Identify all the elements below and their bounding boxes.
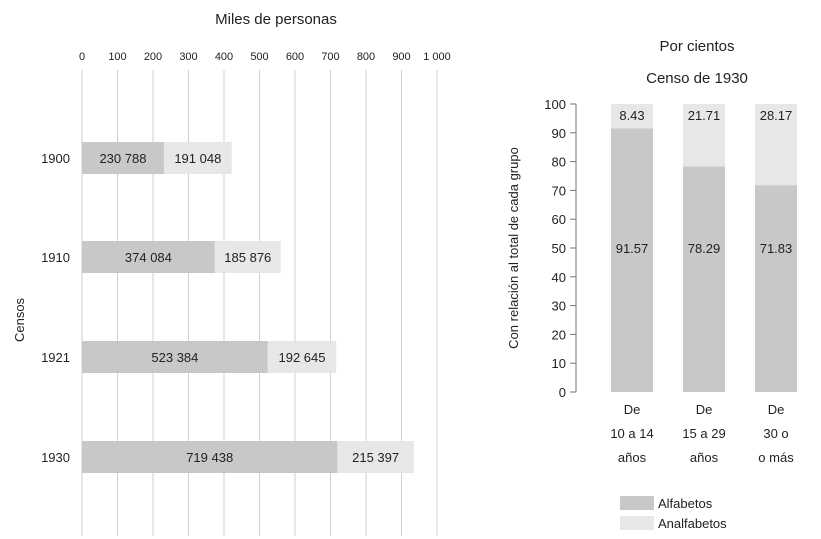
illiterate-column <box>755 104 797 186</box>
illiterate-bar <box>214 241 281 273</box>
category-label: 30 o <box>763 426 788 441</box>
legend-swatch <box>620 516 654 530</box>
y-tick-label: 70 <box>552 183 566 198</box>
x-tick-label: 300 <box>179 51 197 63</box>
bar-value-label: 719 438 <box>186 450 233 465</box>
left-chart-title: Miles de personas <box>215 11 337 28</box>
census-year-label: 1910 <box>41 250 70 265</box>
literate-column <box>755 185 797 392</box>
illiterate-column <box>611 104 653 129</box>
literate-bar <box>82 241 215 273</box>
bar-value-label: 185 876 <box>224 250 271 265</box>
x-tick-label: 800 <box>357 51 375 63</box>
category-label: 10 a 14 <box>610 426 653 441</box>
bar-value-label: 192 645 <box>278 350 325 365</box>
y-tick-label: 80 <box>552 155 566 170</box>
literacy-percent-chart: Por cientos Censo de 1930 Con relación a… <box>506 38 797 531</box>
x-tick-label: 1 000 <box>423 51 451 63</box>
x-tick-label: 200 <box>144 51 162 63</box>
column-value-label: 91.57 <box>616 241 649 256</box>
category-label: De <box>624 402 641 417</box>
legend-label: Alfabetos <box>658 496 713 511</box>
column-value-label: 28.17 <box>760 108 793 123</box>
x-tick-label: 500 <box>250 51 268 63</box>
legend-swatch <box>620 496 654 510</box>
x-tick-label: 400 <box>215 51 233 63</box>
literate-bar <box>82 142 164 174</box>
literate-column <box>683 166 725 392</box>
illiterate-bar <box>267 341 337 373</box>
column-value-label: 21.71 <box>688 108 721 123</box>
category-label: 15 a 29 <box>682 426 725 441</box>
y-tick-label: 40 <box>552 270 566 285</box>
column-value-label: 78.29 <box>688 241 721 256</box>
y-tick-label: 100 <box>544 97 566 112</box>
category-label: años <box>618 450 647 465</box>
bar-value-label: 215 397 <box>352 450 399 465</box>
y-tick-label: 0 <box>559 385 566 400</box>
right-chart-subtitle: Censo de 1930 <box>646 70 748 87</box>
right-chart-ylabel: Con relación al total de cada grupo <box>506 147 521 349</box>
category-label: De <box>696 402 713 417</box>
census-year-label: 1900 <box>41 151 70 166</box>
bar-value-label: 230 788 <box>99 151 146 166</box>
x-tick-label: 600 <box>286 51 304 63</box>
y-tick-label: 10 <box>552 356 566 371</box>
y-tick-label: 90 <box>552 126 566 141</box>
illiterate-bar <box>337 441 414 473</box>
y-tick-label: 30 <box>552 299 566 314</box>
x-tick-label: 100 <box>108 51 126 63</box>
legend-label: Analfabetos <box>658 516 727 531</box>
right-chart-title: Por cientos <box>659 38 734 55</box>
category-label: años <box>690 450 719 465</box>
bar-value-label: 523 384 <box>151 350 198 365</box>
illiterate-column <box>683 104 725 167</box>
column-value-label: 8.43 <box>619 108 644 123</box>
x-tick-label: 0 <box>79 51 85 63</box>
y-tick-label: 20 <box>552 327 566 342</box>
x-tick-label: 700 <box>321 51 339 63</box>
census-year-label: 1921 <box>41 350 70 365</box>
literate-bar <box>82 441 338 473</box>
category-label: o más <box>758 450 794 465</box>
x-tick-label: 900 <box>392 51 410 63</box>
literate-column <box>611 128 653 393</box>
literate-bar <box>82 341 268 373</box>
illiterate-bar <box>163 142 232 174</box>
census-population-chart: Miles de personas Censos 0 100 200 300 400 50… <box>12 11 451 536</box>
bar-value-label: 191 048 <box>174 151 221 166</box>
column-value-label: 71.83 <box>760 241 793 256</box>
bar-value-label: 374 084 <box>125 250 172 265</box>
y-tick-label: 60 <box>552 212 566 227</box>
category-label: De <box>768 402 785 417</box>
y-tick-label: 50 <box>552 241 566 256</box>
census-year-label: 1930 <box>41 450 70 465</box>
left-chart-ylabel: Censos <box>12 297 27 342</box>
